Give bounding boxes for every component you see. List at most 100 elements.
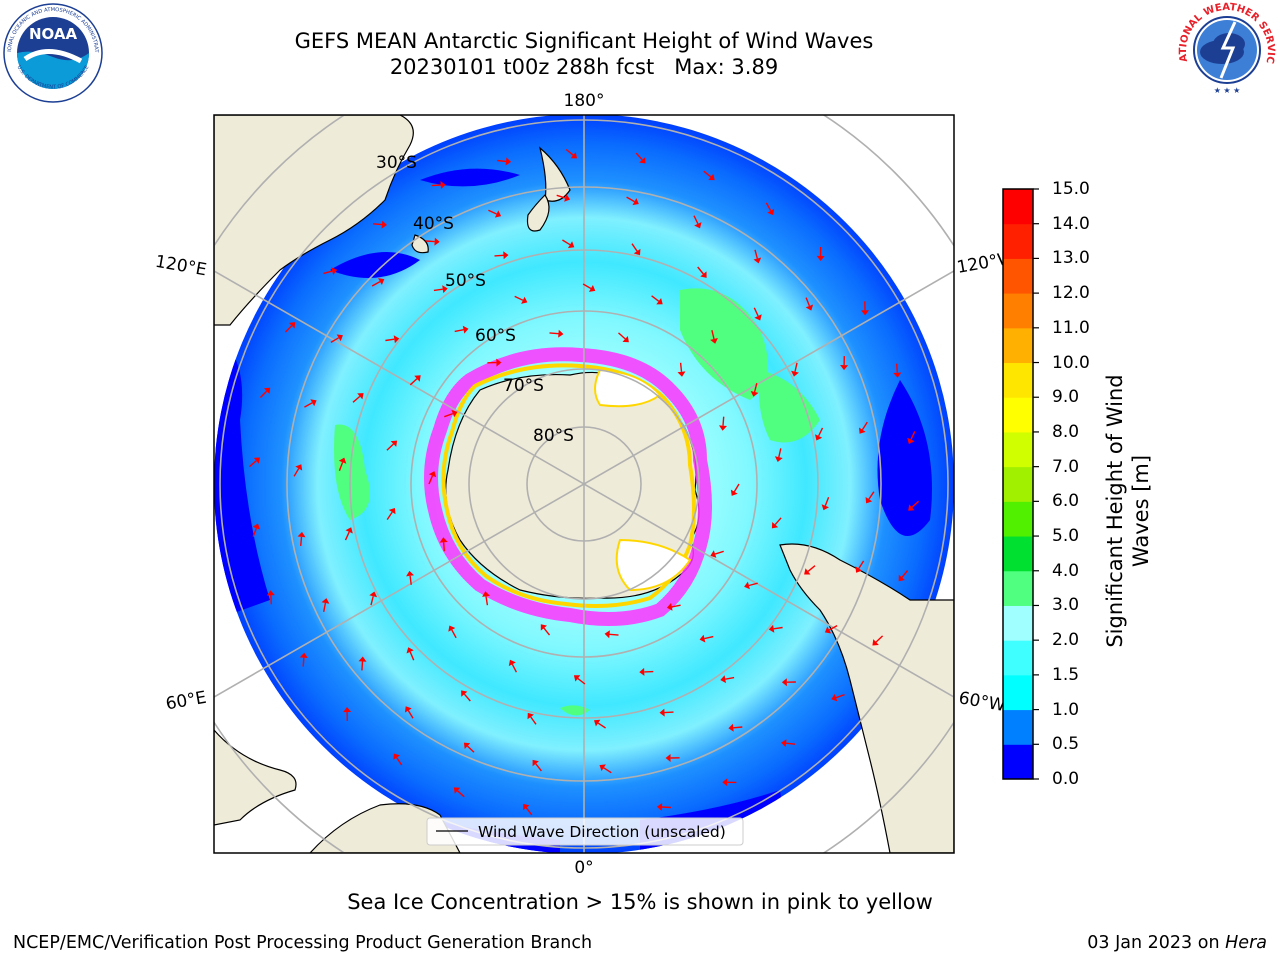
- wind-wave-arrow: [910, 431, 916, 440]
- colorbar-tick-label: 0.5: [1052, 734, 1080, 755]
- wind-wave-arrow: [805, 297, 811, 307]
- chart-title: GEFS MEAN Antarctic Significant Height o…: [294, 29, 874, 53]
- wind-wave-arrowhead: [406, 647, 414, 654]
- wind-wave-arrow: [304, 402, 313, 408]
- wind-wave-arrowhead: [451, 409, 458, 418]
- wind-wave-arrowhead: [632, 198, 639, 206]
- wind-wave-arrow: [549, 332, 559, 335]
- wind-wave-arrowhead: [665, 754, 671, 762]
- wind-wave-arrow: [457, 790, 465, 798]
- map-frame: [213, 114, 955, 854]
- wind-wave-arrow: [582, 283, 592, 290]
- colorbar-tick-label: 7.0: [1052, 456, 1080, 477]
- colorbar-swatch: [1003, 258, 1033, 294]
- wind-wave-arrow: [302, 657, 305, 667]
- footer-machine: Hera: [1225, 933, 1267, 953]
- wind-wave-arrow: [386, 443, 394, 451]
- wind-wave-arrowhead: [599, 764, 606, 772]
- wind-wave-arrow: [300, 536, 303, 546]
- wind-wave-arrowhead: [708, 173, 715, 181]
- footer-organization: NCEP/EMC/Verification Post Processing Pr…: [13, 933, 593, 953]
- wind-wave-arrowhead: [404, 706, 412, 713]
- wind-wave-arrow: [443, 542, 445, 552]
- wind-wave-arrowhead: [573, 675, 581, 682]
- wind-wave-arrow: [753, 307, 759, 317]
- wind-wave-arrowhead: [414, 375, 421, 382]
- wind-wave-arrowhead: [767, 208, 775, 216]
- colorbar-tick-label: 4.0: [1052, 560, 1080, 581]
- colorbar-title: Significant Height of Wind Waves [m]: [1103, 374, 1153, 648]
- wind-wave-arrow: [431, 184, 441, 187]
- wind-wave-arrow: [661, 806, 671, 809]
- wind-wave-arrowhead: [462, 325, 469, 334]
- wind-wave-arrow: [409, 651, 415, 661]
- lat-label-30s: 30°S: [376, 153, 417, 173]
- wind-wave-arrow: [323, 602, 327, 613]
- wind-wave-arrowhead: [656, 803, 663, 811]
- wind-wave-arrowhead: [710, 550, 717, 558]
- wind-wave-arrowhead: [855, 566, 863, 573]
- colorbar-tick-label: 1.0: [1052, 699, 1080, 720]
- colorbar-tick-label: 8.0: [1052, 421, 1080, 442]
- nws-logo: NATIONAL WEATHER SERVICE ★ ★ ★: [1177, 0, 1276, 98]
- wind-wave-arrowhead: [750, 391, 759, 397]
- wind-wave-arrowhead: [816, 255, 825, 261]
- svg-text:★ ★ ★: ★ ★ ★: [1214, 86, 1241, 95]
- lat-label-60s: 60°S: [475, 326, 516, 346]
- wind-wave-arrow: [270, 595, 272, 605]
- wind-wave-arrowhead: [666, 602, 673, 611]
- colorbar-swatch: [1003, 744, 1033, 780]
- wind-wave-arrowhead: [753, 257, 762, 264]
- colorbar-tick-label: 9.0: [1052, 387, 1080, 408]
- wind-wave-arrow: [248, 460, 257, 468]
- wind-wave-arrow: [485, 596, 489, 606]
- wind-wave-arrow: [786, 742, 796, 745]
- wind-wave-arrow: [386, 511, 393, 520]
- wind-wave-arrowhead: [440, 181, 446, 189]
- footer-date: 03 Jan 2023 on Hera: [1087, 933, 1267, 953]
- wind-wave-arrowhead: [893, 372, 902, 378]
- wind-wave-arrow: [385, 338, 395, 342]
- wind-wave-arrowhead: [570, 152, 577, 159]
- wind-wave-arrowhead: [768, 624, 775, 633]
- lat-label-80s: 80°S: [533, 426, 574, 446]
- wind-wave-arrowhead: [831, 693, 838, 702]
- wind-wave-arrowhead: [859, 427, 866, 434]
- wind-wave-arrowhead: [310, 399, 317, 407]
- wind-wave-arrowhead: [564, 194, 571, 202]
- wind-wave-arrow: [765, 202, 772, 212]
- wind-wave-arrowhead: [700, 271, 707, 278]
- wind-wave-arrowhead: [521, 296, 528, 304]
- wind-wave-arrowhead: [622, 336, 629, 343]
- wind-wave-arrow: [556, 194, 566, 199]
- wind-wave-arrow: [722, 416, 725, 426]
- wind-wave-arrow: [463, 693, 471, 702]
- lat-label-70s: 70°S: [503, 376, 544, 396]
- colorbar-swatch: [1003, 709, 1033, 745]
- wind-wave-arrowhead: [393, 335, 400, 344]
- wind-wave-arrow: [861, 421, 868, 431]
- wind-wave-arrow: [603, 767, 612, 774]
- wind-wave-arrowhead: [804, 568, 811, 575]
- noaa-logo-text: NOAA: [29, 25, 78, 43]
- colorbar-swatch: [1003, 293, 1033, 329]
- wind-wave-arrow: [635, 152, 643, 161]
- wind-wave-arrow: [370, 596, 374, 606]
- wind-wave-arrow: [444, 412, 454, 418]
- wind-wave-arrowhead: [720, 675, 726, 684]
- colorbar-tick-label: 6.0: [1052, 491, 1080, 512]
- wind-wave-arrow: [875, 635, 884, 643]
- wind-wave-arrow: [259, 390, 268, 398]
- wind-wave-arrowhead: [321, 598, 330, 604]
- colorbar-swatch: [1003, 605, 1033, 641]
- wind-wave-arrowhead: [461, 690, 468, 697]
- wind-wave-arrow: [671, 604, 681, 608]
- colorbar-tick-label: 1.5: [1052, 664, 1080, 685]
- wind-wave-arrow: [817, 427, 824, 437]
- wind-wave-arrowhead: [253, 457, 260, 464]
- wind-wave-arrow: [631, 243, 638, 252]
- wind-wave-arrowhead: [567, 241, 575, 249]
- wind-wave-arrow: [535, 763, 542, 772]
- lon-label-180: 180°: [564, 91, 605, 111]
